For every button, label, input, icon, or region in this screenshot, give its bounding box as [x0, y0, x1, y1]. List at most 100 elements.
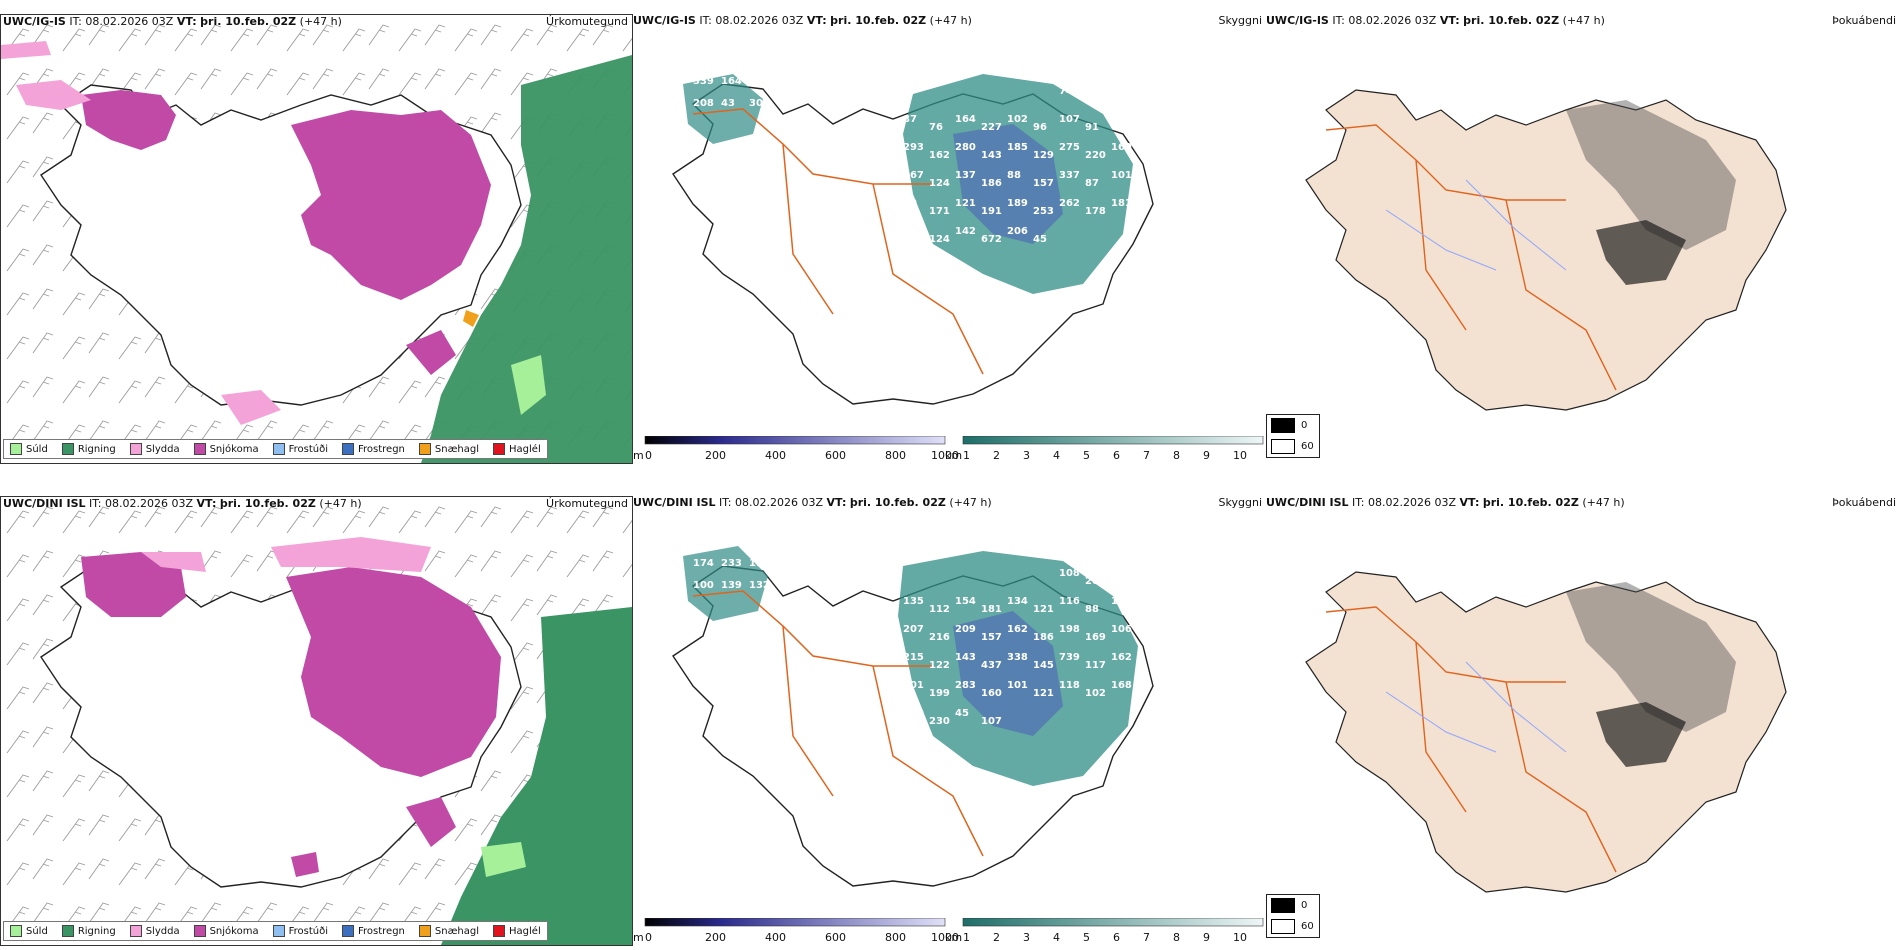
vis-km-unit: km: [945, 449, 963, 462]
legend-label: Slydda: [145, 925, 180, 937]
visibility-value-label: 143: [955, 652, 976, 663]
visibility-value-label: 132: [749, 580, 770, 591]
visibility-value-label: 107: [981, 716, 1002, 727]
visibility-value-label: 208: [693, 98, 714, 109]
visibility-value-label: 167: [903, 170, 924, 181]
legend-label: Frostregn: [358, 925, 405, 937]
vis-km-tick: 8: [1173, 449, 1180, 462]
visibility-value-label: 106: [1111, 624, 1132, 635]
visibility-value-label: 216: [929, 632, 950, 643]
row2-fog-header: UWC/DINI ISL IT: 08.02.2026 03Z VT: þri.…: [1266, 496, 1625, 509]
vis-km-tick: 2: [993, 449, 1000, 462]
visibility-value-label: 154: [955, 596, 976, 607]
visibility-value-label: 129: [1033, 150, 1054, 161]
legend-label: Frostregn: [358, 443, 405, 455]
fog-legend-min: 60: [1267, 436, 1319, 457]
fog-max-label: 0: [1301, 420, 1308, 431]
legend-item-sleet: Slydda: [129, 925, 180, 937]
visibility-value-label: 108: [1059, 568, 1080, 579]
visibility-value-label: 113: [749, 558, 770, 569]
freezing-rain-swatch: [342, 925, 354, 937]
rain-swatch: [61, 443, 74, 455]
visibility-value-label: 280: [955, 142, 976, 153]
visibility-value-label: 157: [981, 632, 1002, 643]
visibility-value-label: 178: [1085, 206, 1106, 217]
fog-legend-row2: 0 60: [1266, 894, 1320, 938]
visibility-value-label: 139: [749, 76, 770, 87]
precip-legend: Súld Rigning Slydda Snjókoma Frostúði Fr…: [3, 921, 548, 941]
drizzle-swatch: [10, 443, 22, 455]
visibility-value-label: 172: [1111, 596, 1132, 607]
it-value: 08.02.2026 03Z: [105, 497, 194, 510]
visibility-value-label: 185: [1007, 142, 1028, 153]
vis-m-tick: 600: [825, 449, 846, 462]
vis-km-tick: 6: [1113, 931, 1120, 944]
visibility-map-row1: 339 164 139 208 43 30 74 121 130 87 76 164 227 102 96 1…: [633, 14, 1266, 464]
visibility-panel-title: Skyggni: [1218, 14, 1262, 27]
visibility-value-label: 174: [693, 558, 714, 569]
legend-label: Haglél: [509, 443, 541, 455]
legend-item-snow: Snjókoma: [193, 443, 259, 455]
visibility-value-label: 30: [749, 98, 763, 109]
row2-vis-header: UWC/DINI ISL IT: 08.02.2026 03Z VT: þri.…: [633, 496, 992, 509]
vis-km-tick: 1: [963, 449, 970, 462]
it-label: IT:: [1332, 14, 1345, 27]
vis-km-tick: 2: [993, 931, 1000, 944]
visibility-value-label: 139: [721, 580, 742, 591]
legend-item-snow-pellets: Snæhagl: [418, 443, 479, 455]
legend-label: Frostúði: [288, 443, 328, 455]
vis-m-unit: m: [633, 449, 644, 462]
visibility-value-label: 102: [1007, 114, 1028, 125]
visibility-panel-title: Skyggni: [1218, 496, 1262, 509]
vis-km-tick: 7: [1143, 449, 1150, 462]
visibility-value-label: 134: [1007, 596, 1028, 607]
visibility-value-label: 168: [1111, 680, 1132, 691]
rain-swatch: [61, 925, 74, 937]
visibility-value-label: 96: [1033, 122, 1047, 133]
it-value: 08.02.2026 03Z: [85, 15, 174, 28]
visibility-value-label: 199: [929, 688, 950, 699]
visibility-value-label: 181: [981, 604, 1002, 615]
legend-item-drizzle: Súld: [10, 925, 48, 937]
vis-m-tick: 0: [645, 931, 652, 944]
visibility-value-label: 169: [1085, 632, 1106, 643]
legend-label: Slydda: [145, 443, 180, 455]
legend-item-drizzle: Súld: [10, 443, 48, 455]
precip-map-canvas: [1, 497, 632, 945]
vis-km-tick: 5: [1083, 449, 1090, 462]
freezing-drizzle-swatch: [272, 925, 285, 937]
vis-km-tick: 5: [1083, 931, 1090, 944]
fog-max-swatch: [1271, 418, 1295, 433]
it-label: IT:: [719, 496, 732, 509]
precip-panel-title: Úrkomutegund: [546, 497, 628, 510]
hail-swatch: [493, 443, 506, 455]
visibility-value-label: 171: [929, 206, 950, 217]
lead-time: (+47 h): [1582, 496, 1625, 509]
visibility-value-label: 275: [1059, 142, 1080, 153]
visibility-value-label: 142: [955, 226, 976, 237]
visibility-value-label: 580: [903, 708, 924, 719]
legend-item-hail: Haglél: [493, 443, 541, 455]
legend-label: Rigning: [77, 925, 116, 937]
model-name: UWC/DINI ISL: [3, 497, 86, 510]
visibility-value-label: 253: [1033, 206, 1054, 217]
sleet-swatch: [129, 925, 142, 937]
model-name: UWC/IG-IS: [1266, 14, 1329, 27]
visibility-value-label: 739: [1059, 652, 1080, 663]
vis-km-tick: 4: [1053, 449, 1060, 462]
legend-item-freezing-rain: Frostregn: [342, 443, 405, 455]
vis-m-tick: 200: [705, 449, 726, 462]
fog-min-swatch: [1271, 919, 1295, 934]
visibility-labels-row2: 174 233 113 100 139 132 108 205 115 135 112 154 181 1…: [693, 558, 1132, 727]
vt-value: þri. 10.feb. 02Z: [219, 497, 316, 510]
visibility-value-label: 215: [903, 652, 924, 663]
vis-km-unit: km: [945, 931, 963, 944]
row2-precip-header: UWC/DINI ISL IT: 08.02.2026 03Z VT: þri.…: [3, 497, 362, 510]
visibility-value-label: 87: [903, 114, 917, 125]
it-label: IT:: [69, 15, 82, 28]
visibility-value-label: 74: [1059, 86, 1073, 97]
hail-swatch: [493, 925, 506, 937]
fog-panel-title: Þokuábendi: [1832, 496, 1896, 509]
fog-min-label: 60: [1301, 921, 1314, 932]
visibility-value-label: 164: [955, 114, 976, 125]
